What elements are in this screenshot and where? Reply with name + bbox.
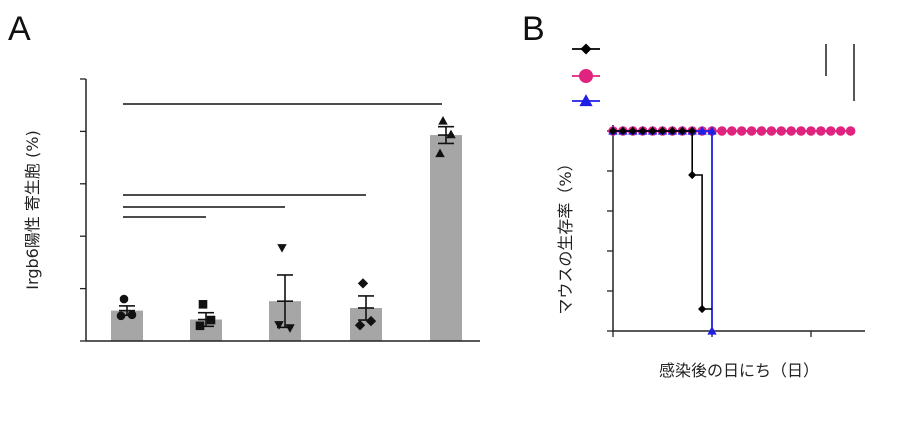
series-wt-line (613, 130, 712, 310)
series-iws1-wt-marker (746, 126, 757, 136)
series-iws1-wt-marker (796, 126, 806, 136)
panel-a-ylabel: Irgb6陽性 寄生胞 (%) (23, 130, 42, 289)
series-wt-marker (608, 126, 618, 136)
series-iws1-wt-marker (756, 126, 767, 136)
series-iws1-ko-line (613, 130, 713, 331)
series-iws1-wt-marker (816, 126, 826, 136)
panel-a-axes (80, 78, 480, 342)
series-wt-marker (628, 126, 637, 136)
panel-b-series (608, 126, 856, 335)
data-point (119, 294, 129, 304)
series-iws1-wt-marker (835, 126, 846, 136)
panel-b-significance (825, 44, 855, 101)
series-wt-marker (648, 126, 657, 136)
series-wt-marker (638, 126, 647, 136)
series-iws1-wt-marker (786, 126, 796, 136)
series-iws1-wt-marker (806, 126, 816, 136)
panel-a-title: A (8, 10, 31, 48)
data-point (206, 315, 216, 325)
data-point (198, 300, 208, 309)
data-point (195, 321, 205, 331)
series-iws1-wt-marker (717, 126, 727, 136)
data-point (354, 320, 366, 331)
series-iws1-wt-marker (736, 126, 747, 136)
data-point (357, 278, 369, 289)
series-iws1-ko-marker (707, 126, 717, 135)
series-wt-marker (688, 170, 697, 180)
panel-a-points (116, 115, 456, 333)
series-wt-marker (698, 304, 707, 314)
data-point (435, 148, 445, 158)
panel-b-title: B (522, 10, 545, 48)
panel-b-axes (607, 125, 865, 337)
series-iws1-ko-marker (707, 326, 717, 335)
series-iws1-wt-marker (766, 126, 777, 136)
legend-marker-2 (579, 94, 593, 107)
data-point (127, 310, 137, 320)
panel-a-brackets (123, 103, 442, 218)
series-iws1-wt-marker (826, 126, 836, 136)
data-point (438, 115, 448, 125)
series-iws1-wt-marker (776, 126, 787, 136)
bar-4 (430, 135, 462, 341)
legend-marker-0 (580, 43, 592, 55)
panel-b-xlabel: 感染後の日にち（日） (659, 361, 819, 380)
series-wt-marker (618, 126, 627, 136)
series-iws1-wt-marker (845, 126, 856, 136)
series-wt-marker (658, 126, 667, 136)
series-iws1-wt-marker (727, 126, 737, 136)
data-point (274, 321, 284, 330)
panel-a-bars (111, 125, 462, 341)
series-wt-marker (678, 126, 687, 136)
series-wt-marker (688, 126, 697, 136)
series-wt-marker (668, 126, 677, 136)
data-point (116, 311, 126, 321)
panel-b-legend (572, 43, 600, 107)
series-iws1-ko-marker (697, 126, 707, 135)
legend-marker-1 (579, 69, 593, 83)
panel-b-ylabel: マウスの生存率（%） (556, 155, 575, 314)
data-point (285, 324, 295, 333)
data-point (277, 244, 287, 253)
data-point (365, 315, 377, 327)
data-point (446, 129, 456, 139)
